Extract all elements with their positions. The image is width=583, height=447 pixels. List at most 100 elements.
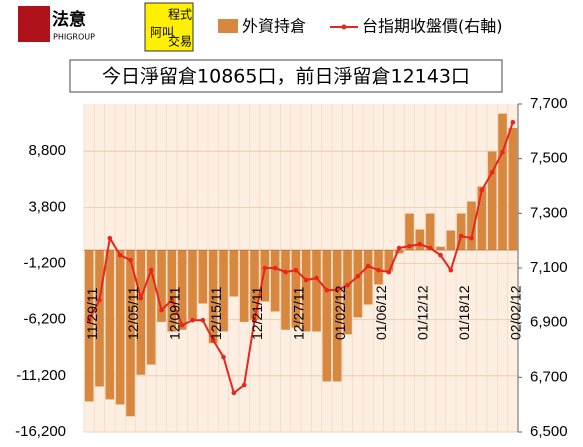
x-tick-label: 02/02/12 (508, 285, 524, 340)
bar (146, 250, 156, 365)
logo-box (144, 2, 194, 52)
logo-text: 程式 (168, 7, 192, 22)
price-point (128, 257, 133, 263)
y2-tick-label: 6,700 (530, 368, 568, 385)
legend-label: 外資持倉 (242, 17, 306, 36)
bar (281, 250, 290, 330)
bar (363, 250, 373, 305)
x-tick-label: 01/12/12 (415, 285, 431, 340)
title-box (69, 59, 503, 93)
price-line (88, 121, 514, 395)
bar (105, 250, 115, 400)
logo-text: 阿叫 (150, 26, 174, 40)
y-tick-label: -11,200 (16, 367, 66, 384)
y2-tick-label: 7,500 (530, 150, 568, 167)
bar (219, 250, 228, 332)
x-tick-label: 01/06/12 (373, 285, 389, 340)
price-point (314, 275, 319, 281)
price-point (355, 273, 361, 279)
bar (353, 250, 363, 318)
bar (508, 127, 518, 251)
price-point (407, 243, 412, 249)
price-point (272, 265, 278, 271)
logo-text: 法意 (52, 9, 86, 30)
bar (394, 250, 404, 254)
bar (250, 250, 259, 320)
y-tick-label: -1,200 (23, 254, 66, 271)
price-point (489, 170, 495, 175)
chart-title: 今日淨留倉10865口，前日淨留倉12143口 (102, 66, 470, 88)
bar (332, 250, 342, 382)
bar (456, 213, 466, 251)
price-point (469, 235, 474, 241)
legend-swatch (218, 19, 238, 33)
bar (312, 250, 321, 332)
bar (436, 246, 445, 251)
y-tick-label: -16,200 (15, 423, 66, 440)
price-point (148, 267, 154, 273)
price-point (500, 149, 505, 155)
logo-program: 程式 阿叫 交易 (144, 2, 194, 52)
price-point (438, 252, 443, 258)
bar (446, 230, 456, 251)
price-point (169, 297, 175, 303)
y2-tick-label: 7,100 (530, 259, 568, 276)
price-point (221, 354, 226, 360)
price-point (386, 269, 392, 275)
price-point (458, 233, 464, 239)
y2-tick-label: 7,700 (530, 95, 568, 112)
bar (115, 250, 125, 405)
bar (322, 250, 332, 382)
price-point (252, 317, 257, 323)
price-point (479, 187, 485, 193)
logo-icon (18, 6, 50, 42)
price-point (376, 267, 381, 273)
bar (198, 250, 208, 304)
price-point (117, 252, 123, 258)
bar (84, 250, 94, 402)
y-tick-label: -6,200 (23, 311, 66, 328)
bar (239, 250, 249, 322)
x-tick-label: 12/05/11 (125, 286, 141, 340)
price-point (179, 322, 185, 328)
price-point (324, 287, 330, 293)
bar (477, 186, 487, 251)
bar (291, 250, 301, 328)
y2-tick-label: 6,900 (530, 314, 568, 331)
price-point (190, 317, 195, 323)
price-point (241, 382, 247, 388)
legend-marker (341, 24, 347, 30)
bar (208, 250, 218, 344)
bar (260, 250, 270, 302)
price-point (283, 269, 288, 275)
bar (384, 250, 394, 272)
y-tick-label: 8,800 (28, 142, 66, 159)
bar (136, 250, 146, 375)
price-point (107, 235, 113, 241)
price-point (345, 282, 350, 288)
price-point (138, 295, 144, 301)
y2-tick-label: 7,300 (530, 204, 568, 221)
bar (126, 250, 135, 417)
price-point (427, 245, 433, 251)
bar (95, 250, 104, 387)
legend-label: 台指期收盤價(右軸) (362, 17, 503, 36)
price-point (417, 241, 423, 247)
price-point (97, 297, 102, 303)
price-point (510, 120, 516, 125)
bar (229, 250, 239, 297)
price-point (231, 390, 237, 396)
x-tick-label: 12/15/11 (208, 286, 224, 340)
x-tick-label: 01/02/12 (332, 285, 348, 340)
price-point (200, 317, 206, 323)
logo-text: PHIGROUP (53, 33, 95, 42)
bar (167, 250, 177, 332)
bar (343, 250, 352, 335)
x-tick-label: 11/29/11 (84, 287, 100, 340)
price-point (159, 307, 164, 313)
bar (415, 229, 425, 251)
price-point (293, 267, 299, 273)
bar (157, 250, 166, 322)
bar (188, 250, 197, 320)
